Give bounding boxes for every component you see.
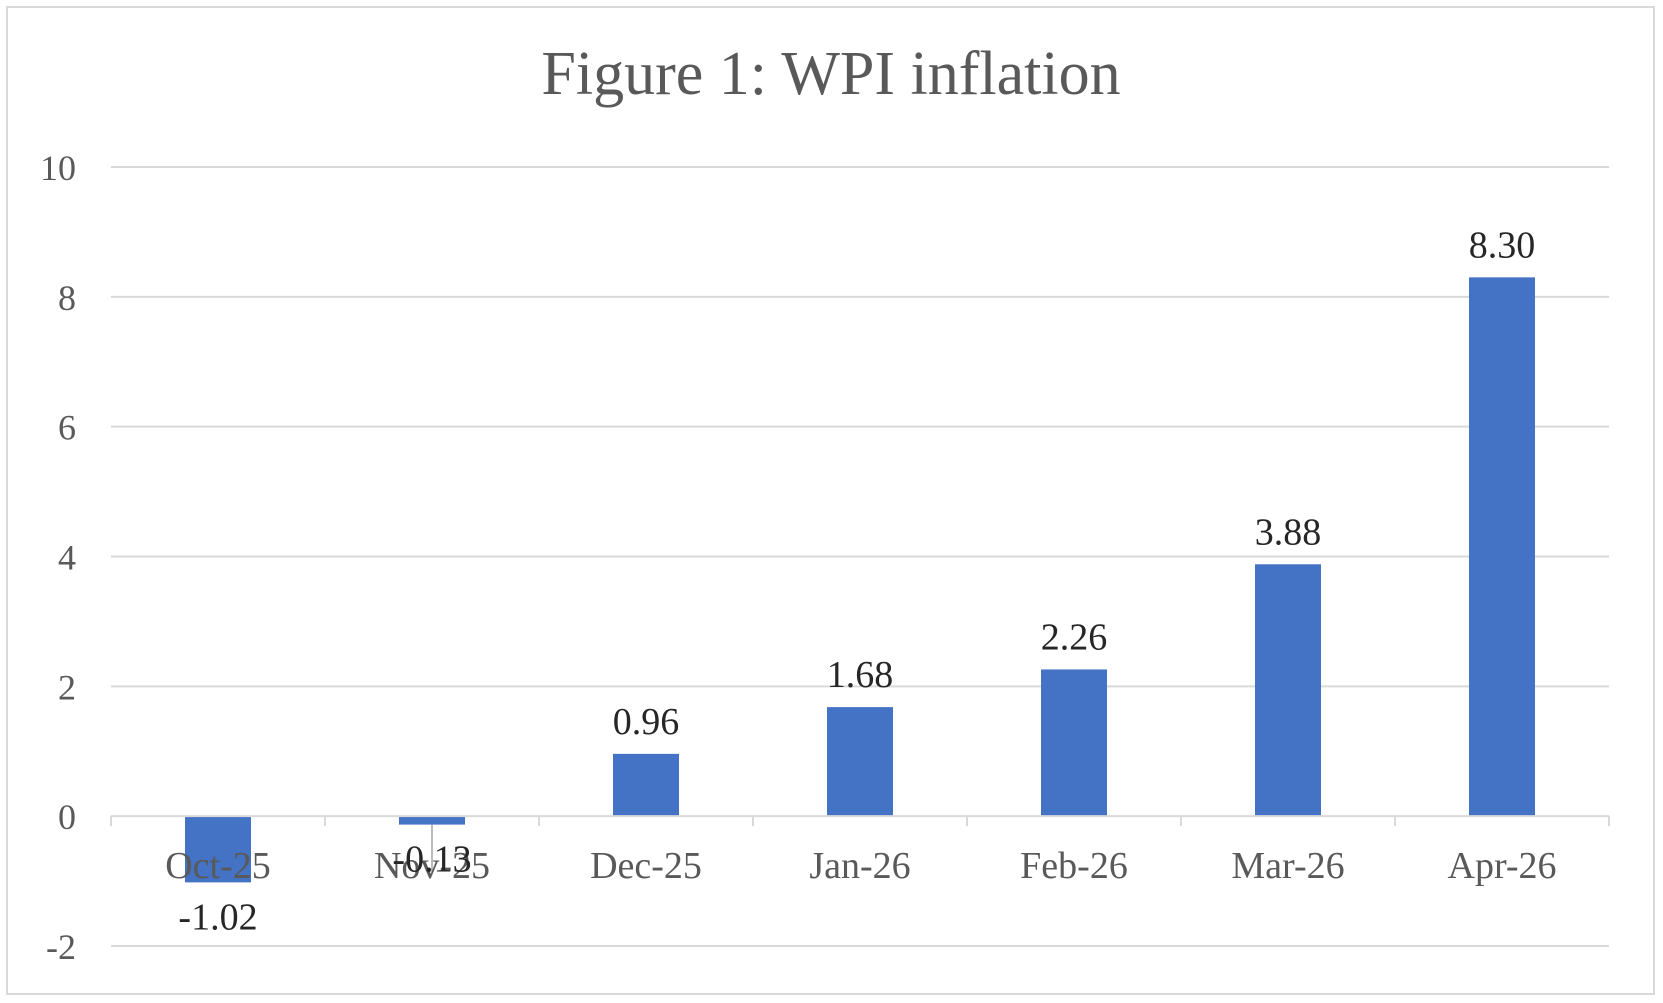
chart-title: Figure 1: WPI inflation — [541, 40, 1120, 108]
y-tick-label: 8 — [58, 278, 76, 318]
y-tick-label: 2 — [58, 667, 76, 707]
x-tick-label: Oct-25 — [165, 845, 271, 887]
x-tick-label: Feb-26 — [1020, 845, 1128, 887]
data-label: -1.02 — [178, 896, 257, 938]
y-tick-label: -2 — [46, 927, 76, 967]
bar — [1255, 564, 1321, 817]
x-axis — [110, 815, 1610, 873]
y-axis-ticks: -2 0 2 4 6 8 10 — [40, 148, 76, 967]
y-tick-label: 6 — [58, 408, 76, 448]
data-label: 8.30 — [1469, 224, 1536, 266]
x-tick-label: Jan-26 — [809, 845, 910, 887]
y-tick-label: 4 — [58, 538, 76, 578]
data-labels: -1.02 -0.13 0.96 1.68 2.26 3.88 8.30 — [178, 224, 1535, 938]
bar — [1041, 669, 1107, 817]
bar — [613, 753, 679, 817]
x-axis-labels: Oct-25 Nov-25 Dec-25 Jan-26 Feb-26 Mar-26 Apr-… — [165, 845, 1556, 887]
data-label: -0.13 — [392, 839, 471, 881]
x-tick-label: Nov-25 — [374, 845, 490, 887]
data-label: 2.26 — [1041, 616, 1108, 658]
bars — [185, 277, 1535, 883]
x-tick-label: Dec-25 — [590, 845, 702, 887]
x-tick-label: Apr-26 — [1448, 845, 1557, 887]
gridlines — [111, 166, 1609, 947]
bar — [185, 816, 251, 883]
bar — [1469, 277, 1535, 817]
bar — [827, 707, 893, 817]
bar — [399, 816, 465, 825]
y-tick-label: 0 — [58, 797, 76, 837]
y-tick-label: 10 — [40, 148, 76, 188]
data-label: 0.96 — [613, 701, 680, 743]
chart-frame — [6, 6, 1655, 995]
x-tick-label: Mar-26 — [1231, 845, 1344, 887]
data-label: 3.88 — [1255, 511, 1322, 553]
data-label: 1.68 — [827, 654, 894, 696]
